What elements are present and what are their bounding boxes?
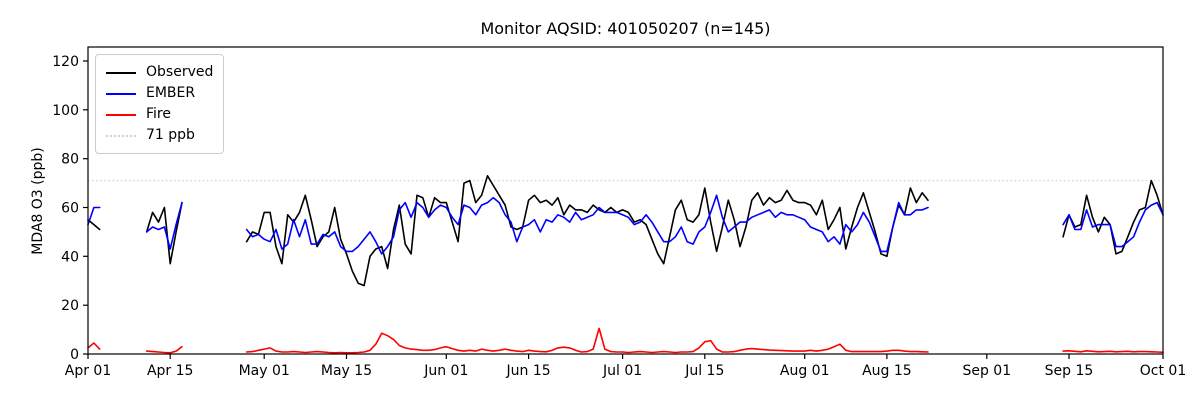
legend-item-fire: Fire (106, 104, 213, 125)
x-tick-label: May 15 (321, 363, 372, 379)
legend-line-sample (106, 92, 136, 95)
chart-title: Monitor AQSID: 401050207 (n=145) (480, 19, 771, 38)
series-line-ember (1062, 201, 1164, 248)
x-tick-label: Apr 15 (147, 363, 193, 379)
legend-item-71-ppb: 71 ppb (106, 125, 213, 146)
x-tick-label: May 01 (239, 363, 290, 379)
series-line-observed (245, 175, 929, 287)
legend-label: 71 ppb (146, 127, 195, 143)
series-line-fire (245, 327, 929, 354)
series-line-fire (87, 342, 101, 350)
plot-border (87, 46, 1164, 355)
y-tick-label: 40 (61, 249, 79, 265)
legend: Observed EMBER Fire 71 ppb (95, 54, 225, 154)
legend-label: Observed (146, 64, 214, 80)
x-tick-label: Apr 01 (65, 363, 111, 379)
y-tick-label: 0 (70, 347, 79, 363)
x-tick-label: Oct 01 (1140, 363, 1186, 379)
legend-line-sample (106, 71, 136, 74)
series-line-fire (145, 345, 183, 354)
legend-item-ember: EMBER (106, 83, 213, 104)
series-line-ember (245, 194, 929, 255)
x-tick-label: Sep 01 (962, 363, 1011, 379)
series-line-fire (1062, 349, 1164, 354)
y-tick-label: 20 (61, 298, 79, 314)
series-line-observed (145, 201, 183, 265)
x-tick-label: Jul 01 (602, 363, 642, 379)
x-tick-label: Aug 01 (780, 363, 830, 379)
legend-label: Fire (146, 106, 171, 122)
x-tick-label: Jul 15 (684, 363, 724, 379)
y-tick-label: 60 (61, 201, 79, 217)
x-tick-label: Jun 01 (423, 363, 468, 379)
x-tick-label: Aug 15 (862, 363, 912, 379)
legend-item-observed: Observed (106, 62, 213, 83)
legend-label: EMBER (146, 85, 196, 101)
series-line-ember (87, 206, 101, 226)
x-tick-label: Sep 15 (1045, 363, 1094, 379)
legend-line-sample (106, 113, 136, 116)
y-tick-label: 120 (52, 54, 79, 70)
series-line-ember (145, 201, 183, 250)
legend-line-sample (106, 134, 136, 137)
series-line-observed (1062, 179, 1164, 255)
y-tick-label: 80 (61, 152, 79, 168)
x-tick-label: Jun 15 (506, 363, 551, 379)
y-tick-label: 100 (52, 103, 79, 119)
